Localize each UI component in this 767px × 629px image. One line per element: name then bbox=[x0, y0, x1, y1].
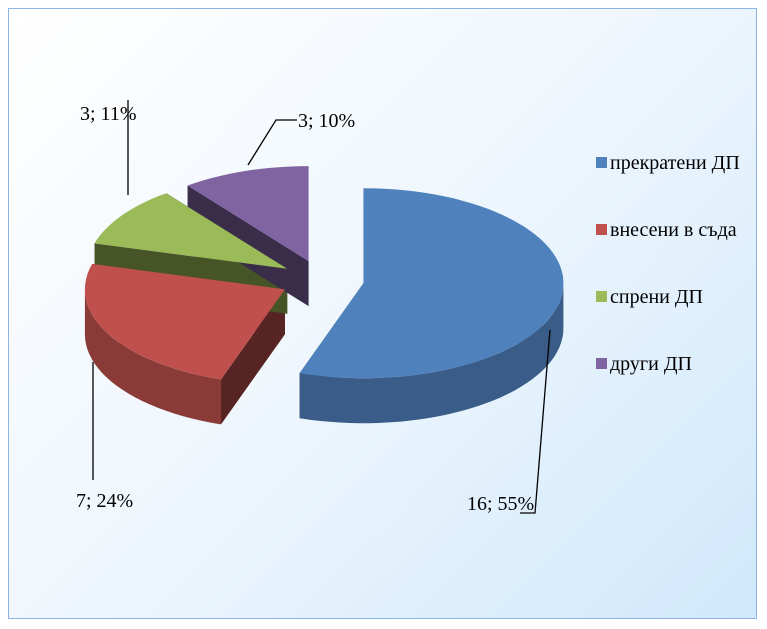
legend-label: други ДП bbox=[610, 353, 692, 375]
legend-label: прекратени ДП bbox=[610, 152, 740, 174]
legend-item: спрени ДП bbox=[596, 282, 756, 349]
legend: прекратени ДП внесени в съда спрени ДП друг… bbox=[596, 148, 756, 416]
legend-label: спрени ДП bbox=[610, 286, 703, 308]
data-label: 16; 55% bbox=[467, 493, 534, 515]
data-label: 3; 10% bbox=[298, 110, 355, 132]
legend-swatch bbox=[596, 291, 607, 302]
leader-line bbox=[247, 119, 297, 166]
leader-line bbox=[520, 329, 551, 514]
slice bbox=[187, 166, 309, 262]
legend-item: внесени в съда bbox=[596, 215, 756, 282]
data-label: 3; 11% bbox=[80, 103, 136, 125]
slice-wall bbox=[84, 289, 222, 425]
slice-wall bbox=[299, 283, 564, 424]
slice bbox=[299, 188, 564, 379]
legend-swatch bbox=[596, 157, 607, 168]
legend-swatch bbox=[596, 224, 607, 235]
legend-item: прекратени ДП bbox=[596, 148, 756, 215]
slice bbox=[84, 263, 285, 380]
data-label: 7; 24% bbox=[76, 490, 133, 512]
slice bbox=[94, 193, 288, 269]
legend-item: други ДП bbox=[596, 349, 756, 416]
legend-swatch bbox=[596, 358, 607, 369]
legend-label: внесени в съда bbox=[610, 219, 737, 241]
